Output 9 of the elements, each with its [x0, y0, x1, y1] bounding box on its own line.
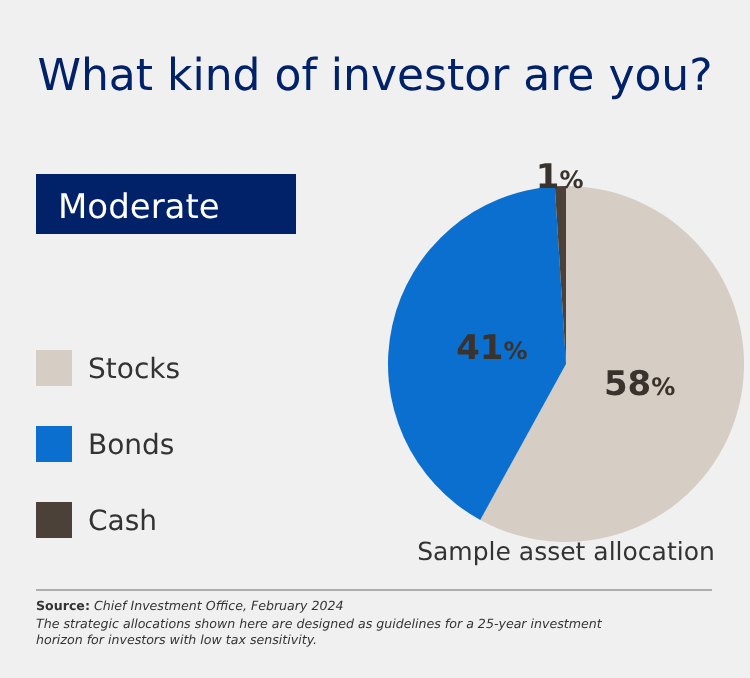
text: Sample asset allocation — [417, 536, 715, 566]
data-label: 41% — [456, 329, 528, 370]
legend-label: Bonds — [88, 430, 175, 462]
text: Moderate — [58, 188, 220, 228]
data-label: 58% — [603, 364, 676, 405]
chart-title: What kind of investor are you? — [37, 52, 713, 102]
legend-label: Cash — [88, 506, 158, 538]
pie-slice — [388, 186, 566, 520]
legend-label: Stocks — [88, 354, 181, 386]
